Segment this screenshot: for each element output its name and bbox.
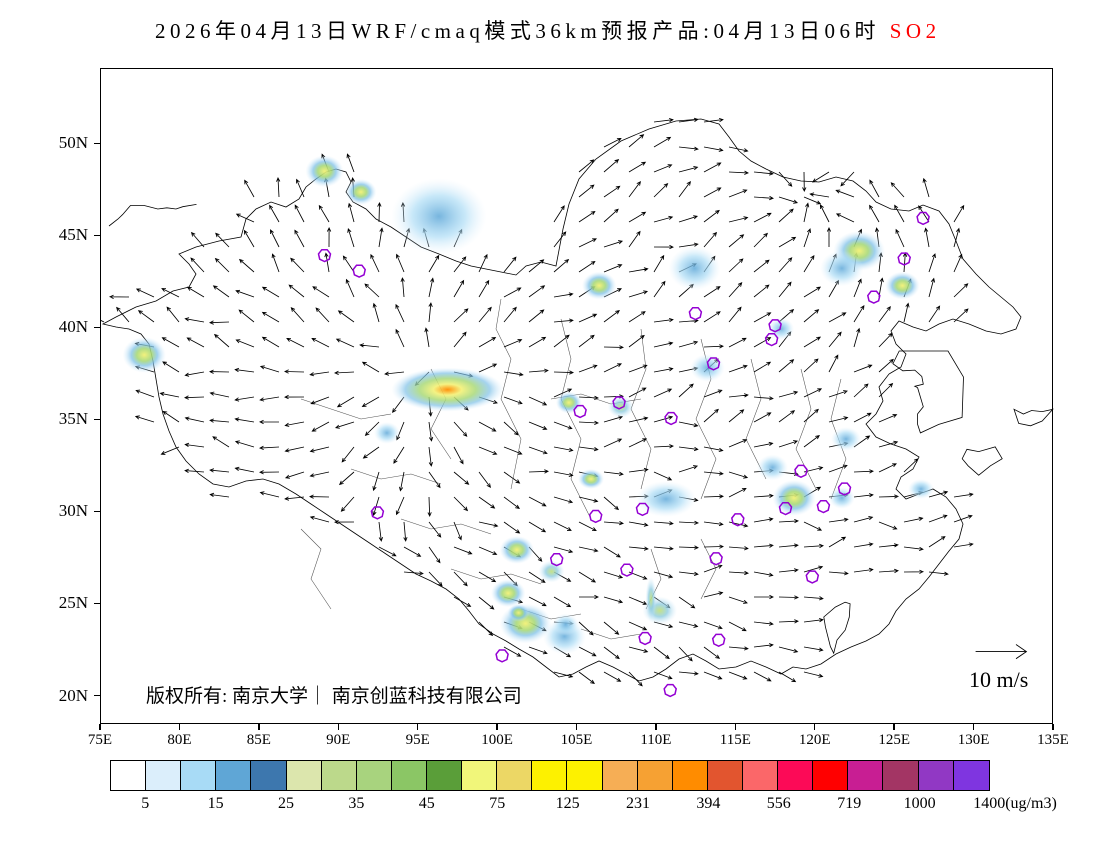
- svg-text:10 m/s: 10 m/s: [969, 667, 1028, 692]
- svg-text:版权所有: 南京大学｜ 南京创蓝科技有限公司: 版权所有: 南京大学｜ 南京创蓝科技有限公司: [146, 685, 522, 707]
